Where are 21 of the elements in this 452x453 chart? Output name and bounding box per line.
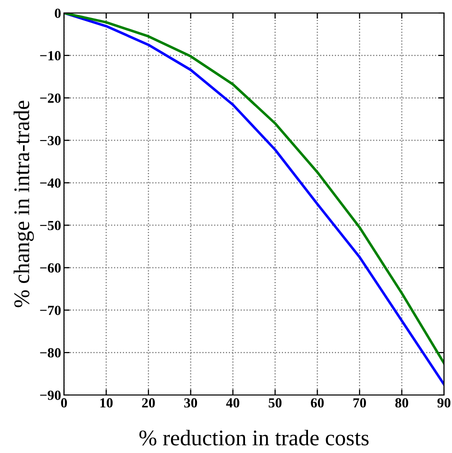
x-tick-label: 90 — [437, 398, 450, 408]
x-tick-label: 80 — [395, 398, 408, 408]
x-tick-label: 30 — [184, 398, 198, 408]
y-tick-label: 0 — [54, 8, 61, 18]
x-tick-label: 70 — [353, 398, 366, 408]
y-tick-label: −50 — [40, 220, 61, 230]
y-axis-title: % change in intra-trade — [14, 100, 34, 308]
y-tick-label: −70 — [40, 306, 61, 316]
y-tick-label: −80 — [40, 348, 61, 358]
y-tick-label: −20 — [40, 93, 61, 103]
y-tick-label: −10 — [40, 51, 61, 60]
x-tick-label: 60 — [310, 398, 324, 408]
x-tick-label: 50 — [268, 398, 282, 408]
x-tick-label: 40 — [226, 398, 240, 408]
y-tick-label: −60 — [40, 263, 61, 273]
x-tick-label: 20 — [142, 398, 155, 408]
x-tick-label: 10 — [100, 398, 113, 408]
y-tick-label: −90 — [40, 390, 61, 400]
y-tick-label: −40 — [40, 178, 61, 188]
y-tick-label: −30 — [40, 136, 61, 146]
x-axis-title: % reduction in trade costs — [139, 430, 369, 446]
